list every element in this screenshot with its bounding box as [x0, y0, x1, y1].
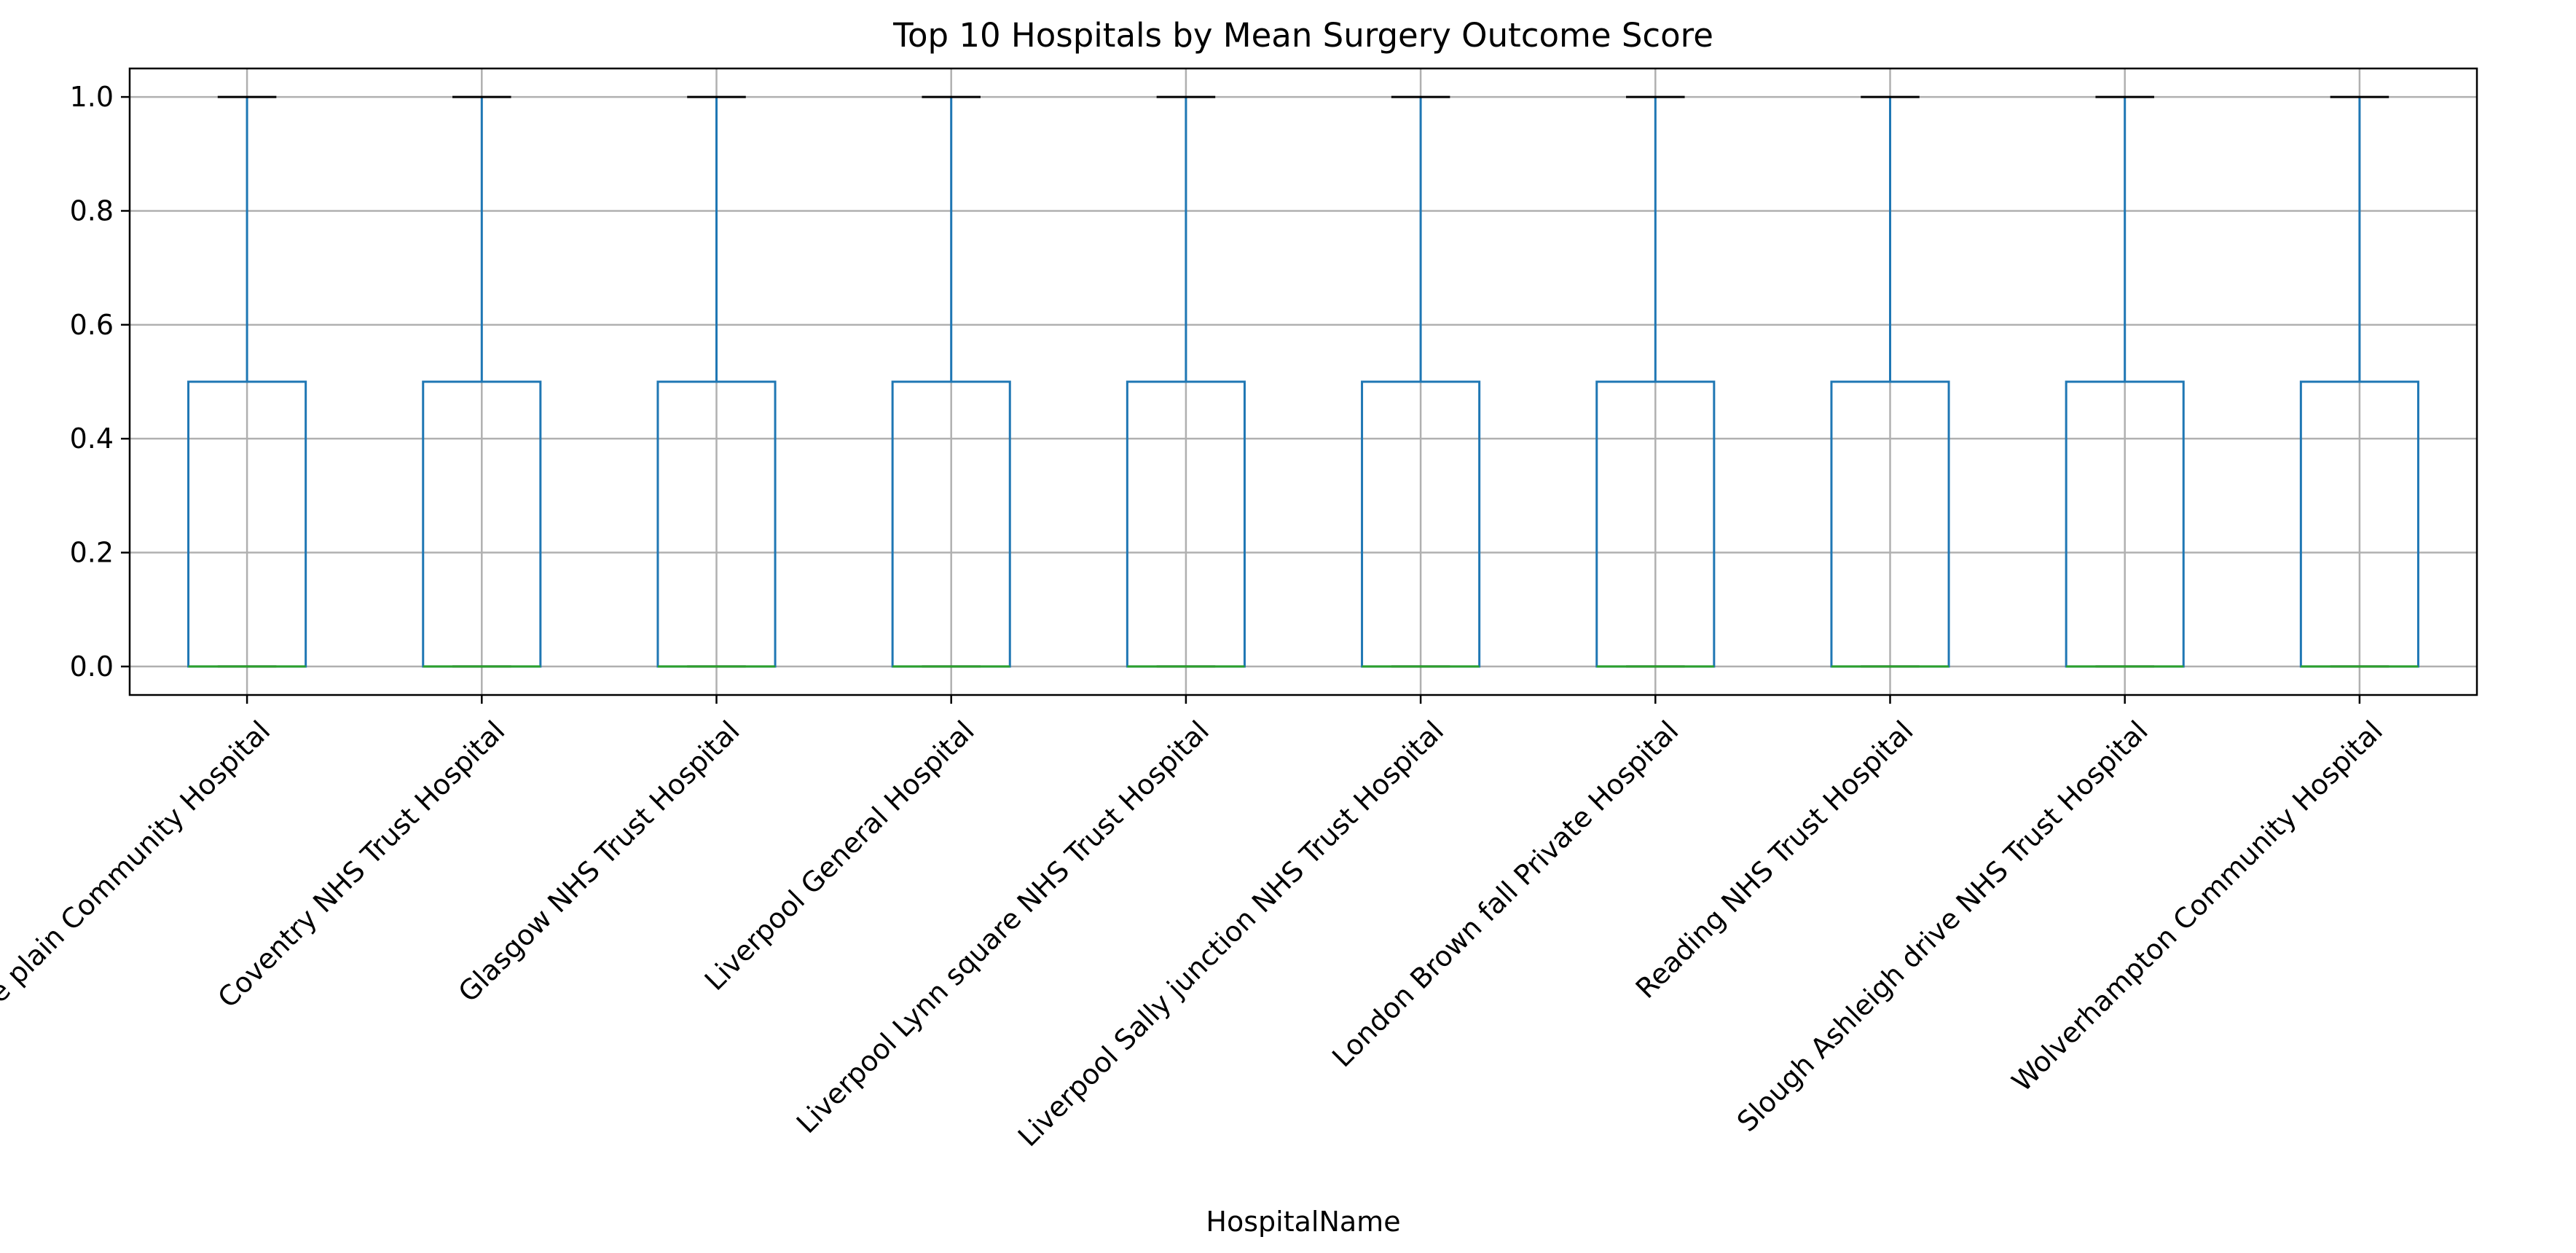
y-axis: 0.0 0.2 0.4 0.6 0.8 1.0 — [70, 81, 130, 683]
boxes-group — [187, 95, 2419, 668]
box-4 — [891, 95, 1011, 668]
box-10 — [2299, 95, 2419, 668]
box-1 — [187, 95, 307, 668]
box-7 — [1595, 95, 1716, 668]
chart-title: Top 10 Hospitals by Mean Surgery Outcome… — [892, 16, 1713, 55]
y-tick-label: 0.6 — [70, 309, 114, 341]
y-tick-label: 0.2 — [70, 537, 114, 569]
x-axis-label: HospitalName — [1206, 1206, 1400, 1238]
box-6 — [1361, 95, 1481, 668]
y-tick-label: 0.4 — [70, 423, 114, 455]
box-3 — [656, 95, 777, 668]
box-2 — [422, 95, 542, 668]
box-8 — [1830, 95, 1950, 668]
plot-frame — [128, 67, 2478, 696]
box-9 — [2065, 95, 2185, 668]
y-tick-label: 0.8 — [70, 195, 114, 227]
y-tick-label: 1.0 — [70, 81, 114, 113]
box-5 — [1126, 95, 1246, 668]
y-tick-label: 0.0 — [70, 651, 114, 683]
